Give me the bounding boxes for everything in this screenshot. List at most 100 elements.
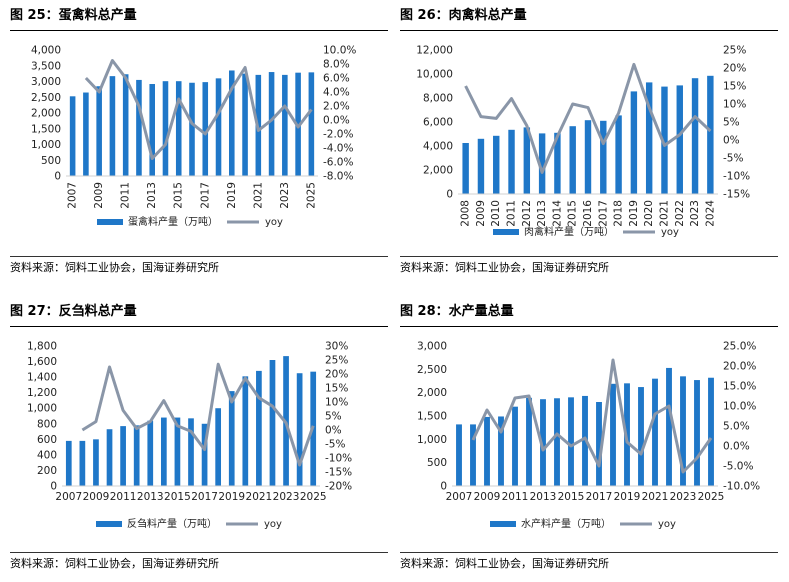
x-tick-label: 2009: [83, 491, 110, 503]
bar: [540, 399, 546, 486]
bar: [707, 75, 714, 194]
x-tick-label: 2025: [300, 491, 327, 503]
left-tick-label: 1,000: [31, 139, 61, 151]
right-tick-label: 5.0%: [723, 421, 750, 433]
bar: [680, 376, 686, 486]
left-tick-label: 4,000: [31, 45, 61, 57]
right-tick-label: -10%: [723, 171, 750, 183]
right-tick-label: 10%: [325, 397, 348, 409]
bar: [569, 126, 576, 194]
left-tick-label: 500: [41, 155, 61, 167]
bar: [268, 72, 275, 176]
legend-label-line: yoy: [658, 519, 676, 530]
chart-source: 资料来源：饲料工业协会，国海证券研究所: [10, 552, 388, 575]
x-tick-label: 2021: [246, 491, 273, 503]
left-tick-label: 2,000: [417, 387, 447, 399]
legend-swatch-bar: [493, 229, 519, 235]
bar: [652, 378, 658, 486]
x-tick-label: 2010: [490, 200, 502, 227]
bar: [147, 420, 154, 486]
bar: [160, 417, 167, 486]
bar: [242, 376, 249, 486]
x-tick-label: 2023: [689, 200, 701, 227]
x-tick-label: 2025: [305, 182, 317, 209]
bar: [189, 82, 195, 176]
left-tick-label: 2,500: [417, 364, 447, 376]
bar: [456, 424, 462, 486]
chart-title: 图 28：水产量总量: [400, 300, 778, 327]
chart-area: 0 500 1,000 1,500 2,000 2,500 3,000 3,500 4,000 -…: [10, 34, 390, 256]
bar: [269, 360, 276, 486]
bar: [538, 133, 546, 194]
bar: [109, 76, 116, 176]
left-tick-label: 2,000: [31, 108, 61, 120]
bar: [122, 74, 129, 176]
right-tick-label: -20%: [325, 481, 352, 493]
bar: [523, 127, 531, 194]
left-tick-label: 4,000: [423, 141, 453, 153]
x-tick-label: 2009: [93, 182, 105, 209]
legend-swatch-bar: [97, 219, 123, 225]
legend-label-bar: 蛋禽料产量（万吨）: [128, 215, 218, 228]
bar: [308, 72, 315, 176]
bar: [708, 377, 714, 486]
legend-swatch-bar: [490, 521, 516, 527]
left-tick-label: 500: [427, 457, 447, 469]
bar: [215, 78, 222, 176]
x-tick-label: 2013: [146, 182, 158, 209]
x-tick-label: 2008: [460, 200, 472, 227]
left-tick-label: 1,800: [27, 341, 57, 353]
legend-label-bar: 肉禽料产量（万吨）: [524, 225, 614, 238]
yoy-line: [84, 59, 313, 160]
bar: [96, 86, 102, 176]
right-tick-label: -6.0%: [323, 157, 353, 169]
yoy-line: [471, 358, 713, 474]
bar: [470, 424, 476, 486]
chart-area: 0 200 400 600 800 1,000 1,200 1,400 1,600 1,800 -2…: [10, 330, 390, 552]
chart-panel-meat-poultry-feed: 图 26：肉禽料总产量 0 2,000 4,000 6,000 8,000 10,000 1…: [400, 4, 780, 285]
right-tick-label: -4.0%: [323, 143, 353, 155]
x-tick-label: 2011: [110, 491, 137, 503]
bar: [229, 70, 235, 176]
bar: [256, 370, 262, 486]
right-tick-label: 20%: [325, 369, 348, 381]
x-tick-label: 2024: [704, 200, 716, 227]
bar: [106, 429, 113, 486]
right-tick-label: -8.0%: [323, 171, 353, 183]
bar: [584, 120, 592, 194]
x-tick-label: 2017: [597, 200, 609, 227]
bar: [554, 132, 561, 194]
x-tick-label: 2007: [446, 491, 473, 503]
bar: [201, 423, 208, 486]
left-tick-label: 1,500: [31, 123, 61, 135]
x-tick-label: 2017: [586, 491, 613, 503]
x-tick-label: 2021: [658, 200, 670, 227]
x-tick-label: 2009: [474, 491, 501, 503]
chart-panel-egg-poultry-feed: 图 25：蛋禽料总产量 0 500 1,000 1,500 2,000 2,500 3,00…: [10, 4, 390, 285]
x-tick-label: 2020: [643, 200, 655, 227]
right-tick-label: 25%: [723, 45, 746, 57]
right-tick-label: 8.0%: [323, 59, 350, 71]
bar: [610, 383, 616, 486]
chart-panel-aquatic-feed: 图 28：水产量总量 0 500 1,000 1,500 2,000 2,500 3,000…: [400, 300, 780, 581]
left-tick-label: 3,000: [417, 341, 447, 353]
right-tick-label: 10.0%: [323, 45, 356, 57]
right-tick-label: -5.0%: [723, 461, 753, 473]
right-tick-label: 15.0%: [723, 381, 756, 393]
bar: [493, 135, 500, 194]
x-tick-label: 2011: [502, 491, 529, 503]
bar: [694, 380, 700, 486]
bar: [282, 74, 288, 176]
x-tick-label: 2013: [530, 491, 557, 503]
x-tick-label: 2019: [218, 491, 245, 503]
left-tick-label: 3,500: [31, 60, 61, 72]
right-tick-label: 4.0%: [323, 87, 350, 99]
bar: [498, 416, 504, 486]
x-tick-label: 2023: [279, 182, 291, 209]
x-tick-label: 2019: [614, 491, 641, 503]
right-tick-label: -2.0%: [323, 129, 353, 141]
left-tick-label: 0: [440, 481, 447, 493]
legend-label-line: yoy: [265, 217, 283, 228]
right-tick-label: -5%: [723, 153, 743, 165]
chart-svg: 0 500 1,000 1,500 2,000 2,500 3,000 -10.0% -5.0%…: [417, 341, 760, 531]
